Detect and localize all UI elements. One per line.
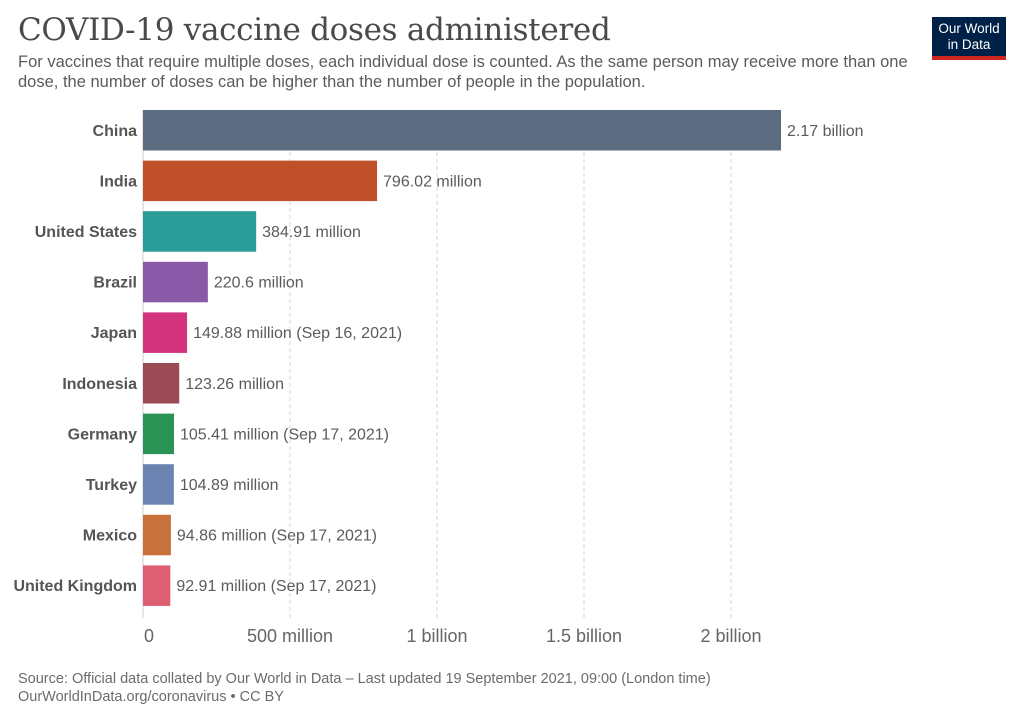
logo-line-2: in Data xyxy=(947,37,991,52)
category-label: China xyxy=(93,123,138,140)
bar-japan xyxy=(143,312,188,353)
value-label: 149.88 million (Sep 16, 2021) xyxy=(193,325,402,342)
category-label: India xyxy=(100,173,137,190)
x-tick-label: 1.5 billion xyxy=(546,626,622,646)
category-label: United States xyxy=(35,224,137,241)
category-label: Turkey xyxy=(86,477,137,494)
x-tick-label: 2 billion xyxy=(700,626,761,646)
value-label: 220.6 million xyxy=(214,275,304,292)
category-label: Mexico xyxy=(83,528,137,545)
value-label: 104.89 million xyxy=(180,477,279,494)
bar-chart: China 2.17 billion India 796.02 million Unit… xyxy=(13,110,864,646)
bar-united-states xyxy=(143,211,257,252)
value-label: 94.86 million (Sep 17, 2021) xyxy=(177,528,377,545)
value-label: 384.91 million xyxy=(262,224,361,241)
bar-brazil xyxy=(143,261,208,303)
bar-india xyxy=(143,160,378,202)
value-label: 796.02 million xyxy=(383,173,482,190)
x-tick-label: 1 billion xyxy=(406,626,467,646)
bar-china xyxy=(143,110,781,151)
value-label: 92.91 million (Sep 17, 2021) xyxy=(176,578,376,595)
footer-link[interactable]: OurWorldInData.org/coronavirus • CC BY xyxy=(18,689,284,705)
value-label: 105.41 million (Sep 17, 2021) xyxy=(180,426,389,443)
value-label: 2.17 billion xyxy=(787,123,864,140)
x-tick-label: 500 million xyxy=(247,626,333,646)
category-label: Germany xyxy=(68,426,137,443)
bar-turkey xyxy=(143,464,174,505)
chart-title: COVID-19 vaccine doses administered xyxy=(18,12,611,48)
bar-germany xyxy=(143,413,174,455)
category-label: Indonesia xyxy=(62,376,137,393)
bar-indonesia xyxy=(143,363,180,404)
category-label: United Kingdom xyxy=(13,578,137,595)
owid-logo[interactable]: Our World in Data xyxy=(932,17,1006,60)
bar-mexico xyxy=(143,514,171,556)
value-label: 123.26 million xyxy=(185,376,284,393)
footer: Source: Official data collated by Our Wo… xyxy=(18,670,711,706)
category-label: Japan xyxy=(91,325,137,342)
bar-united-kingdom xyxy=(143,565,171,606)
source-note: Source: Official data collated by Our Wo… xyxy=(18,671,711,687)
category-label: Brazil xyxy=(93,275,137,292)
x-tick-label: 0 xyxy=(144,626,154,646)
chart-subtitle: For vaccines that require multiple doses… xyxy=(18,53,908,91)
logo-line-1: Our World xyxy=(938,21,1000,36)
